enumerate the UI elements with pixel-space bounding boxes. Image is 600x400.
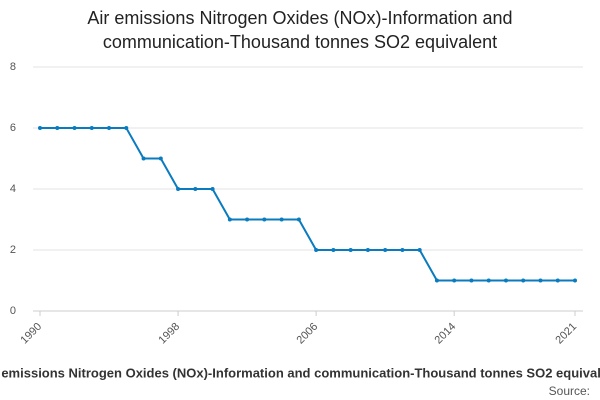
point bbox=[365, 248, 370, 252]
point bbox=[279, 217, 284, 222]
source: Source: bbox=[549, 384, 590, 398]
line bbox=[40, 127, 575, 282]
point bbox=[38, 126, 42, 130]
point bbox=[55, 126, 60, 130]
point bbox=[176, 187, 181, 191]
point bbox=[296, 217, 301, 222]
chart-title: Air emissions Nitrogen Oxides (NOx)-Info… bbox=[87, 8, 513, 52]
point bbox=[107, 126, 112, 130]
point bbox=[124, 126, 129, 130]
point bbox=[486, 278, 491, 283]
point bbox=[555, 278, 560, 283]
point bbox=[314, 248, 319, 252]
point bbox=[538, 278, 543, 283]
point bbox=[521, 278, 526, 283]
point bbox=[262, 217, 267, 222]
point bbox=[434, 278, 439, 283]
point bbox=[89, 126, 94, 130]
point bbox=[503, 278, 508, 283]
y-tick-label: 2 bbox=[10, 244, 16, 256]
point bbox=[141, 156, 146, 161]
x-tick-label: 1990 bbox=[18, 321, 44, 347]
y-tick-label: 4 bbox=[10, 183, 16, 195]
point bbox=[573, 278, 577, 283]
point bbox=[227, 217, 232, 222]
y-tick-label: 8 bbox=[10, 61, 16, 73]
point bbox=[383, 248, 388, 252]
y-tick-label: 0 bbox=[10, 305, 16, 317]
point bbox=[158, 156, 163, 161]
point bbox=[210, 187, 215, 191]
point bbox=[452, 278, 457, 283]
point bbox=[400, 248, 405, 252]
point bbox=[417, 248, 422, 252]
point bbox=[193, 187, 198, 191]
y-tick-label: 6 bbox=[10, 122, 16, 134]
point bbox=[245, 217, 250, 222]
x-tick-label: 2014 bbox=[433, 321, 459, 347]
point bbox=[331, 248, 336, 252]
x-axis-label: Air emissions Nitrogen Oxides (NOx)-Info… bbox=[0, 365, 600, 380]
point bbox=[348, 248, 353, 252]
x-tick-label: 2021 bbox=[553, 321, 579, 347]
point bbox=[72, 126, 77, 130]
x-tick-label: 2006 bbox=[295, 321, 321, 347]
point bbox=[469, 278, 474, 283]
x-tick-label: 1998 bbox=[156, 321, 182, 347]
